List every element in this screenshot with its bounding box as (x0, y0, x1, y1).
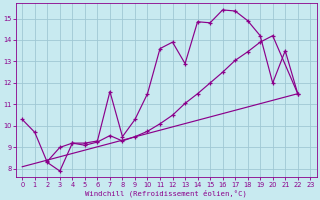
X-axis label: Windchill (Refroidissement éolien,°C): Windchill (Refroidissement éolien,°C) (85, 189, 247, 197)
